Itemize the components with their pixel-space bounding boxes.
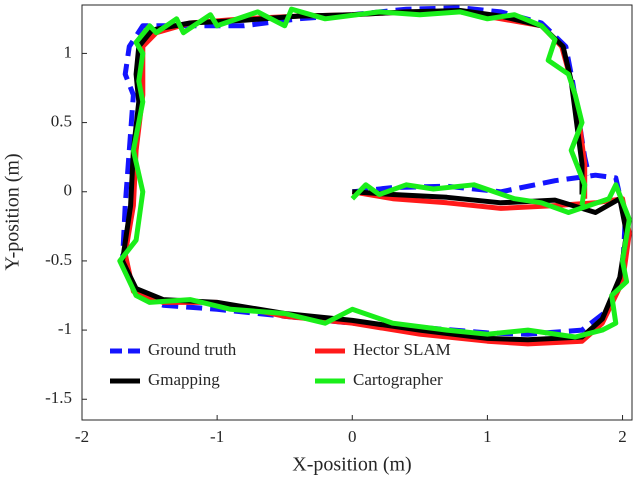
x-tick-label: -2 xyxy=(75,427,89,446)
x-tick-label: 1 xyxy=(483,427,492,446)
y-tick-label: 1 xyxy=(64,42,73,61)
legend-label: Hector SLAM xyxy=(353,340,451,359)
trajectory xyxy=(117,6,632,340)
y-tick-label: -1 xyxy=(58,319,72,338)
y-tick-label: 0.5 xyxy=(51,111,72,130)
y-axis-title: Y-position (m) xyxy=(2,153,24,270)
legend-label: Gmapping xyxy=(148,370,220,389)
x-tick-label: 2 xyxy=(618,427,627,446)
plot-area xyxy=(81,4,633,421)
x-tick-label: 0 xyxy=(348,427,357,446)
y-tick-label: -0.5 xyxy=(45,250,72,269)
x-tick-label: -1 xyxy=(210,427,224,446)
y-tick-label: 0 xyxy=(64,181,73,200)
legend-label: Cartographer xyxy=(353,370,443,389)
legend-label: Ground truth xyxy=(148,340,237,359)
y-tick-label: -1.5 xyxy=(45,388,72,407)
x-axis-title: X-position (m) xyxy=(292,454,411,476)
